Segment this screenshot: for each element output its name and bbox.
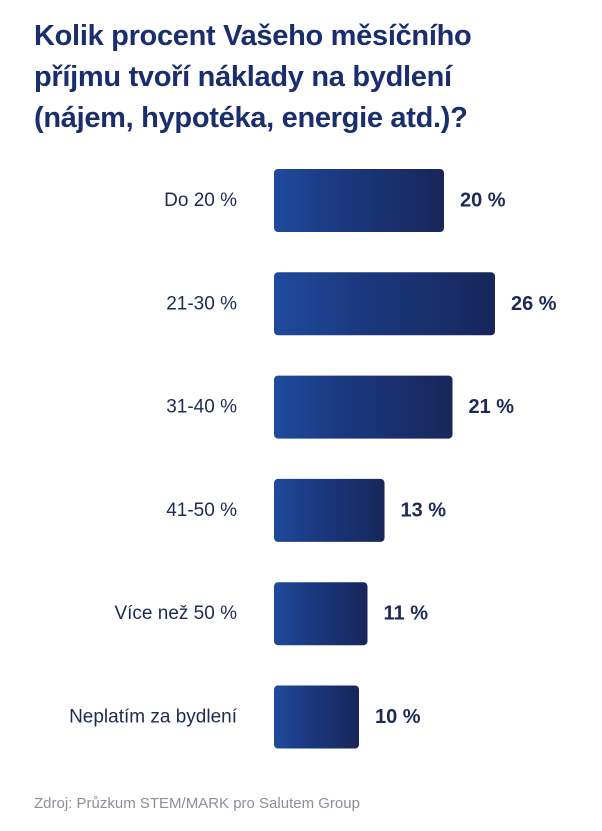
bar-2 [274, 375, 453, 439]
value-label-2: 21 % [469, 396, 515, 418]
chart-title: Kolik procent Vašeho měsíčního příjmu tv… [34, 16, 594, 139]
value-label-3: 13 % [401, 499, 447, 521]
bar-4 [274, 582, 368, 646]
bar-1 [274, 272, 495, 336]
category-label-5: Neplatím za bydlení [69, 707, 238, 728]
category-label-1: 21-30 % [166, 293, 237, 314]
value-label-5: 10 % [375, 706, 421, 728]
chart-title-line-2: příjmu tvoří náklady na bydlení [34, 61, 452, 93]
chart-title-line-1: Kolik procent Vašeho měsíčního [34, 20, 472, 52]
value-label-4: 11 % [384, 603, 429, 625]
category-label-2: 31-40 % [166, 397, 237, 418]
source-note: Zdroj: Průzkum STEM/MARK pro Salutem Gro… [34, 795, 360, 812]
value-label-1: 26 % [511, 293, 557, 315]
category-label-4: Více než 50 % [114, 603, 237, 624]
bar-3 [274, 478, 385, 542]
category-label-3: 41-50 % [166, 500, 237, 521]
chart-title-line-3: (nájem, hypotéka, energie atd.)? [34, 102, 468, 134]
bar-5 [274, 685, 359, 749]
bar-0 [274, 169, 444, 232]
category-label-0: Do 20 % [164, 190, 237, 211]
value-label-0: 20 % [460, 190, 506, 212]
